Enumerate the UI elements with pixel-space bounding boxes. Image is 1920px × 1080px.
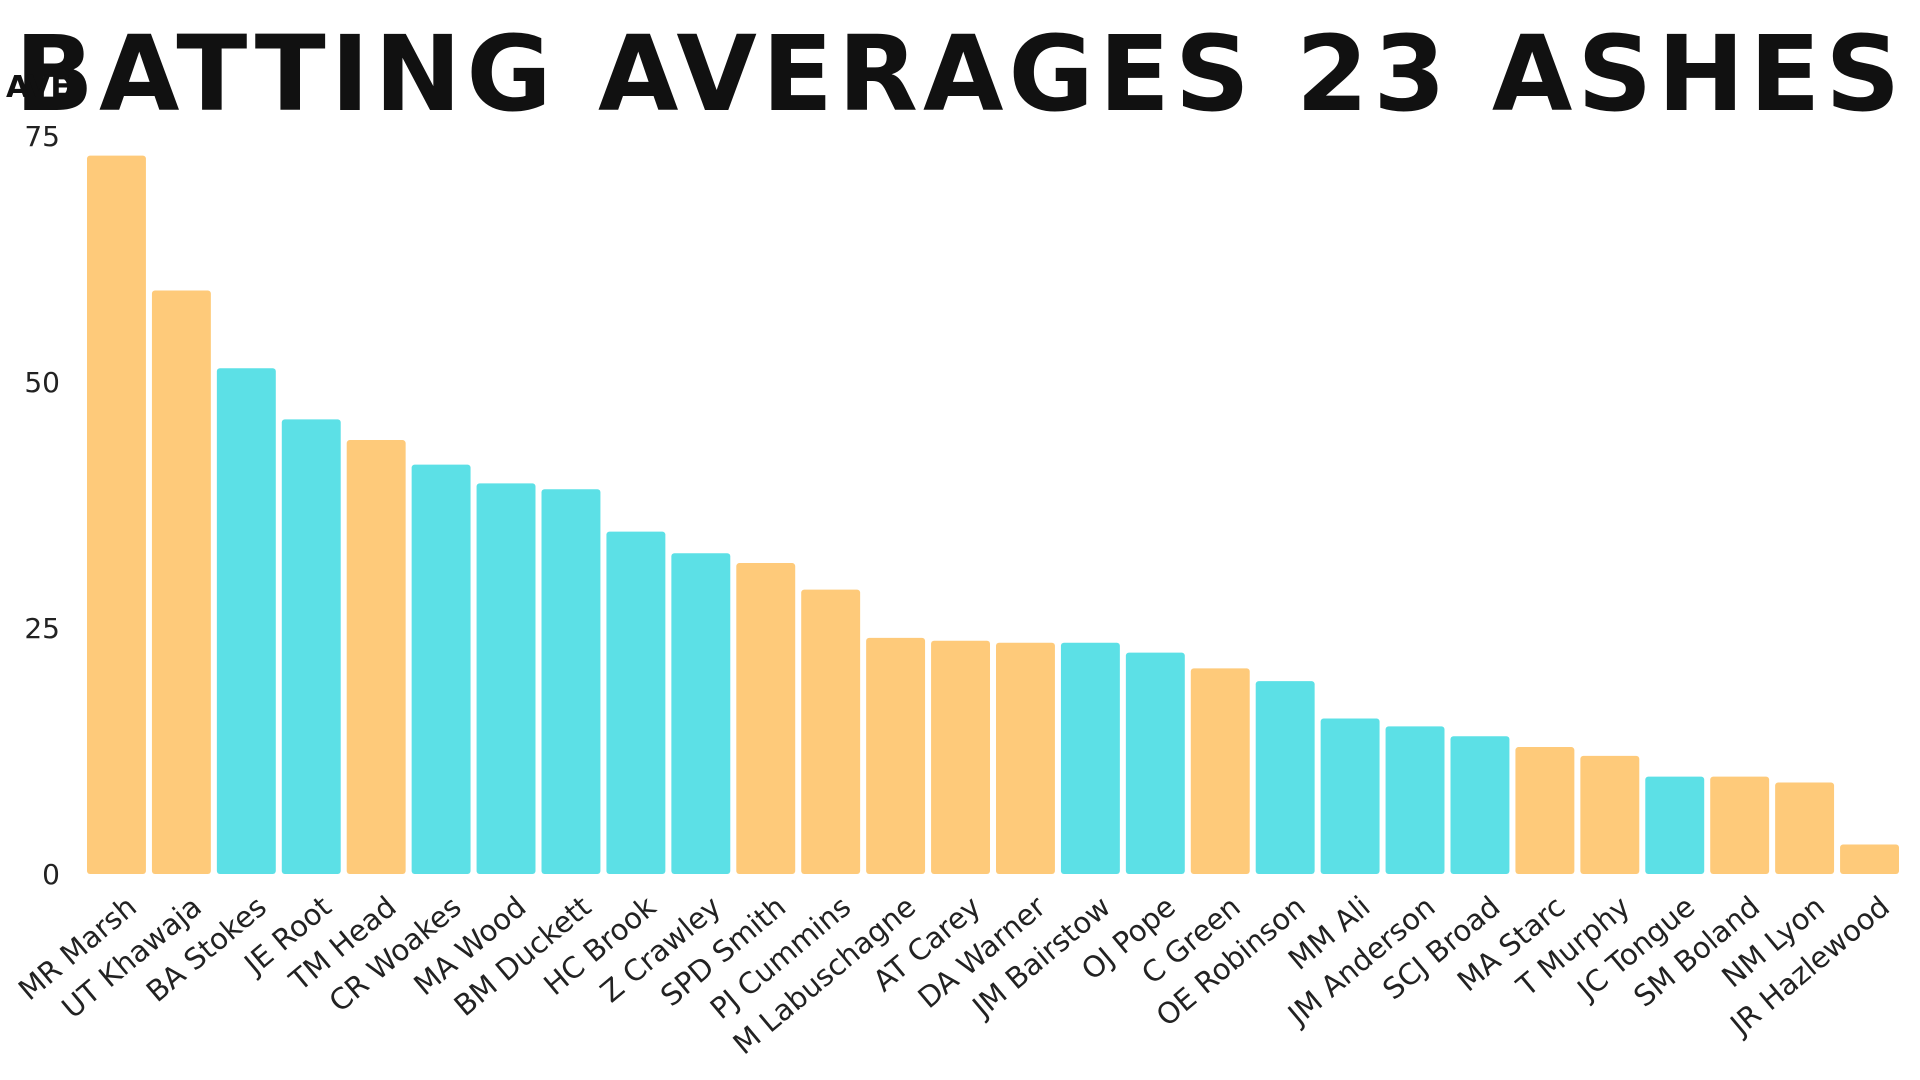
- bar: [866, 637, 926, 874]
- bar: [151, 290, 211, 874]
- bar: [541, 489, 601, 874]
- bar: [1190, 668, 1250, 874]
- y-axis-label: AVE: [6, 70, 71, 105]
- bar: [1840, 844, 1899, 874]
- bar: [346, 440, 406, 874]
- y-axis-ticks: 0 25 50 75: [24, 120, 60, 891]
- y-tick-label: 25: [24, 612, 60, 645]
- bar: [1255, 681, 1315, 874]
- y-tick-label: 75: [24, 120, 60, 153]
- bar: [1125, 652, 1185, 874]
- bar: [1710, 776, 1770, 874]
- y-tick-label: 50: [24, 366, 60, 399]
- bar: [736, 563, 796, 874]
- bar: [216, 368, 276, 874]
- bar: [476, 483, 536, 874]
- bar: [281, 419, 341, 874]
- bar: [1775, 782, 1835, 874]
- bar: [1645, 776, 1705, 874]
- bar: [931, 640, 990, 874]
- y-tick-label: 0: [42, 858, 60, 891]
- bar: [1320, 718, 1380, 874]
- bars-group: [87, 155, 1899, 874]
- bar: [671, 553, 731, 874]
- bar: [996, 642, 1055, 874]
- bar: [1515, 747, 1575, 874]
- bar: [1450, 736, 1510, 874]
- bar: [801, 589, 861, 874]
- chart-title: BATTING AVERAGES 23 ASHES: [14, 13, 1906, 135]
- bar: [411, 464, 471, 874]
- bar: [87, 155, 146, 874]
- bar: [1580, 755, 1640, 874]
- bar: [606, 531, 666, 874]
- bar: [1060, 642, 1120, 874]
- bar: [1385, 726, 1445, 874]
